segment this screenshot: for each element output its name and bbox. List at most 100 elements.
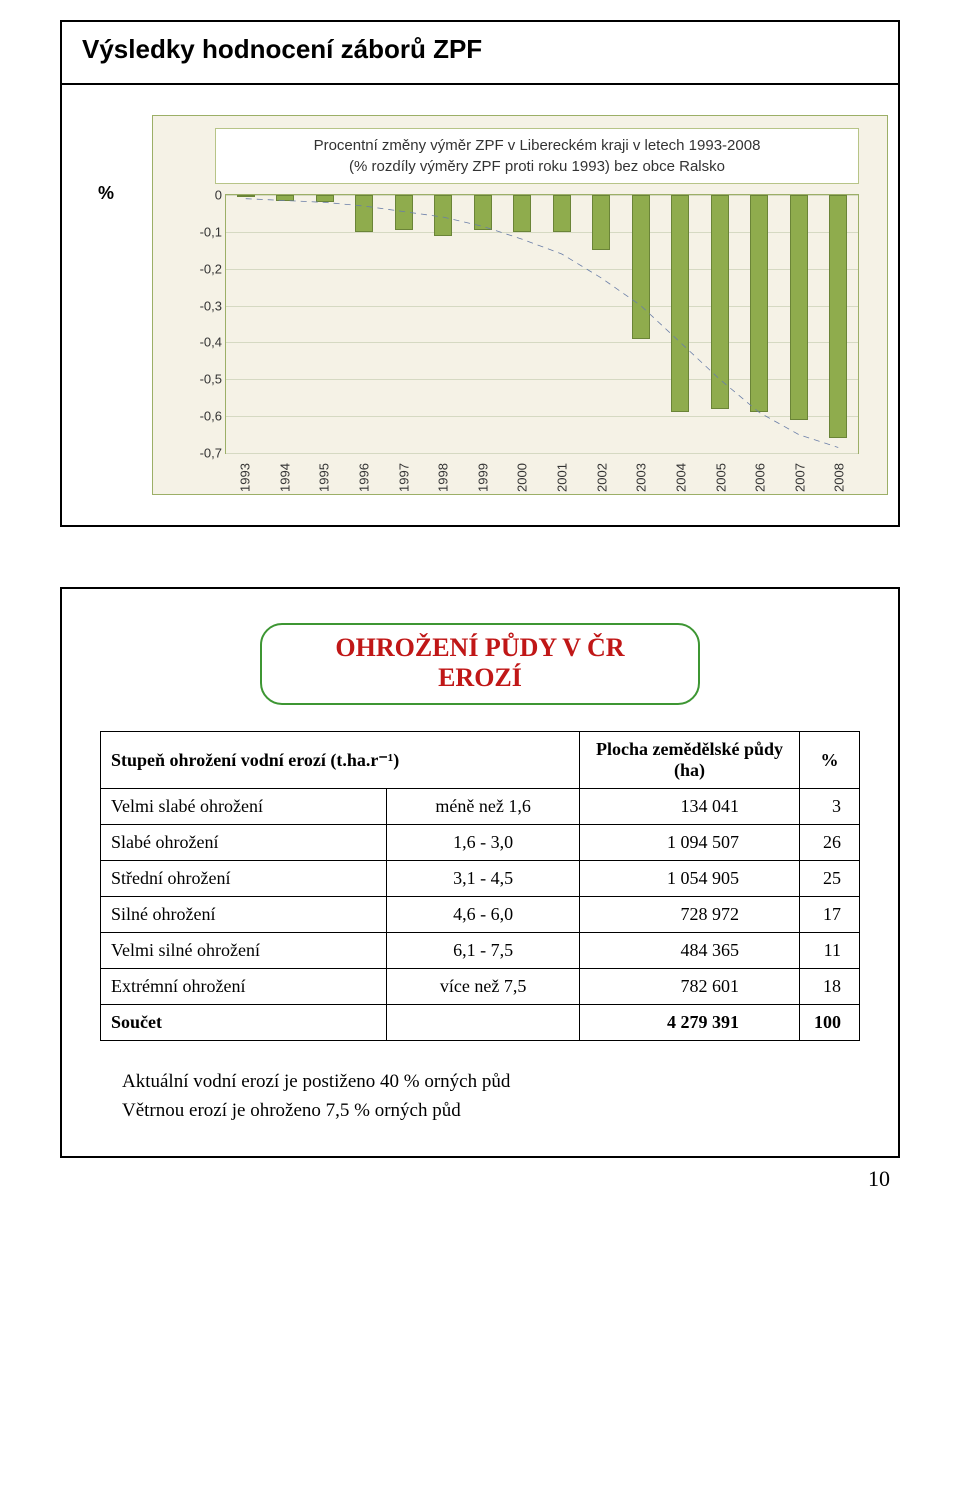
cell-name: Slabé ohrožení [101, 825, 387, 861]
cell-name: Extrémní ohrožení [101, 969, 387, 1005]
col-plocha: Plocha zemědělské půdy (ha) [580, 732, 800, 789]
chart-bar [592, 195, 610, 250]
y-tick-label: -0,7 [182, 446, 222, 461]
cell-pct: 11 [800, 933, 860, 969]
cell-range: méně než 1,6 [387, 789, 580, 825]
x-tick-label: 1993 [225, 460, 265, 496]
chart-bar [355, 195, 373, 232]
x-tick-label: 1999 [463, 460, 503, 496]
chart-bar [553, 195, 571, 232]
panel-chart: Výsledky hodnocení záborů ZPF % Procentn… [60, 20, 900, 527]
bar-slot [779, 195, 819, 453]
table-row-sum: Součet 4 279 391100 [101, 1005, 860, 1041]
x-tick-label: 2002 [582, 460, 622, 496]
bar-slot [542, 195, 582, 453]
cell-name: Střední ohrožení [101, 861, 387, 897]
table-row: Velmi silné ohrožení6,1 - 7,5484 36511 [101, 933, 860, 969]
chart-bar [237, 195, 255, 197]
x-tick-label: 2008 [819, 460, 859, 496]
chart-title-line1: Procentní změny výměr ZPF v Libereckém k… [224, 135, 850, 156]
bar-slot [661, 195, 701, 453]
y-axis-labels: 0-0,1-0,2-0,3-0,4-0,5-0,6-0,7 [182, 195, 222, 453]
y-tick-label: -0,1 [182, 224, 222, 239]
bar-slot [621, 195, 661, 453]
chart-bar [474, 195, 492, 230]
chart-title-box: Procentní změny výměr ZPF v Libereckém k… [215, 128, 859, 184]
cell-sum-label: Součet [101, 1005, 387, 1041]
bar-slot [740, 195, 780, 453]
chart-bar [276, 195, 294, 201]
bar-slot [226, 195, 266, 453]
bar-slot [424, 195, 464, 453]
cell-area: 484 365 [580, 933, 800, 969]
chart-bar [316, 195, 334, 202]
erosion-table: Stupeň ohrožení vodní erozí (t.ha.r⁻¹) P… [100, 731, 860, 1041]
x-tick-label: 2001 [542, 460, 582, 496]
panel-table: OHROŽENÍ PŮDY V ČR EROZÍ Stupeň ohrožení… [60, 587, 900, 1158]
chart-bar [711, 195, 729, 409]
chart-title-line2: (% rozdíly výměry ZPF proti roku 1993) b… [224, 156, 850, 177]
chart-bar [513, 195, 531, 232]
bar-slot [819, 195, 859, 453]
y-tick-label: -0,4 [182, 335, 222, 350]
table-row: Slabé ohrožení1,6 - 3,01 094 50726 [101, 825, 860, 861]
cell-pct: 25 [800, 861, 860, 897]
cell-range: 1,6 - 3,0 [387, 825, 580, 861]
headline-box: OHROŽENÍ PŮDY V ČR EROZÍ [260, 623, 700, 705]
cell-area: 1 054 905 [580, 861, 800, 897]
chart-bar [671, 195, 689, 412]
table-row: Střední ohrožení3,1 - 4,51 054 90525 [101, 861, 860, 897]
cell-name: Velmi silné ohrožení [101, 933, 387, 969]
bar-slot [345, 195, 385, 453]
cell-pct: 26 [800, 825, 860, 861]
cell-range: 3,1 - 4,5 [387, 861, 580, 897]
y-axis-unit: % [98, 183, 114, 204]
cell-area: 728 972 [580, 897, 800, 933]
y-tick-label: -0,2 [182, 261, 222, 276]
chart-plot-area: 0-0,1-0,2-0,3-0,4-0,5-0,6-0,7 [225, 194, 859, 454]
bar-slot [384, 195, 424, 453]
chart-bar [434, 195, 452, 236]
cell-range: 6,1 - 7,5 [387, 933, 580, 969]
x-tick-label: 2006 [740, 460, 780, 496]
cell-name: Velmi slabé ohrožení [101, 789, 387, 825]
bar-slot [582, 195, 622, 453]
cell-area: 134 041 [580, 789, 800, 825]
cell-range: 4,6 - 6,0 [387, 897, 580, 933]
table-row: Extrémní ohroženívíce než 7,5782 60118 [101, 969, 860, 1005]
cell-sum-range [387, 1005, 580, 1041]
x-tick-label: 2005 [701, 460, 741, 496]
y-tick-label: -0,3 [182, 298, 222, 313]
panel-chart-title: Výsledky hodnocení záborů ZPF [62, 22, 898, 85]
col-stupen: Stupeň ohrožení vodní erozí (t.ha.r⁻¹) [101, 732, 580, 789]
headline-line1: OHROŽENÍ PŮDY V ČR [278, 633, 682, 663]
cell-pct: 3 [800, 789, 860, 825]
cell-range: více než 7,5 [387, 969, 580, 1005]
y-tick-label: -0,5 [182, 372, 222, 387]
y-tick-label: 0 [182, 188, 222, 203]
chart-bar [790, 195, 808, 420]
chart-bar [829, 195, 847, 438]
chart-bar [632, 195, 650, 339]
x-tick-label: 1998 [423, 460, 463, 496]
cell-sum-area: 4 279 391 [580, 1005, 800, 1041]
bar-slot [503, 195, 543, 453]
gridline [226, 453, 858, 454]
footnotes: Aktuální vodní erozí je postiženo 40 % o… [122, 1067, 898, 1126]
cell-pct: 18 [800, 969, 860, 1005]
col-pct: % [800, 732, 860, 789]
chart-bars [226, 195, 858, 453]
chart-bar [395, 195, 413, 230]
x-tick-label: 2007 [780, 460, 820, 496]
chart-container: Procentní změny výměr ZPF v Libereckém k… [152, 115, 888, 495]
cell-sum-pct: 100 [800, 1005, 860, 1041]
page: Výsledky hodnocení záborů ZPF % Procentn… [0, 0, 960, 1232]
footnote-1: Aktuální vodní erozí je postiženo 40 % o… [122, 1067, 898, 1096]
chart-bar [750, 195, 768, 412]
cell-area: 782 601 [580, 969, 800, 1005]
x-tick-label: 1994 [265, 460, 305, 496]
x-tick-label: 2004 [661, 460, 701, 496]
x-tick-label: 1996 [344, 460, 384, 496]
bar-slot [266, 195, 306, 453]
bar-slot [305, 195, 345, 453]
